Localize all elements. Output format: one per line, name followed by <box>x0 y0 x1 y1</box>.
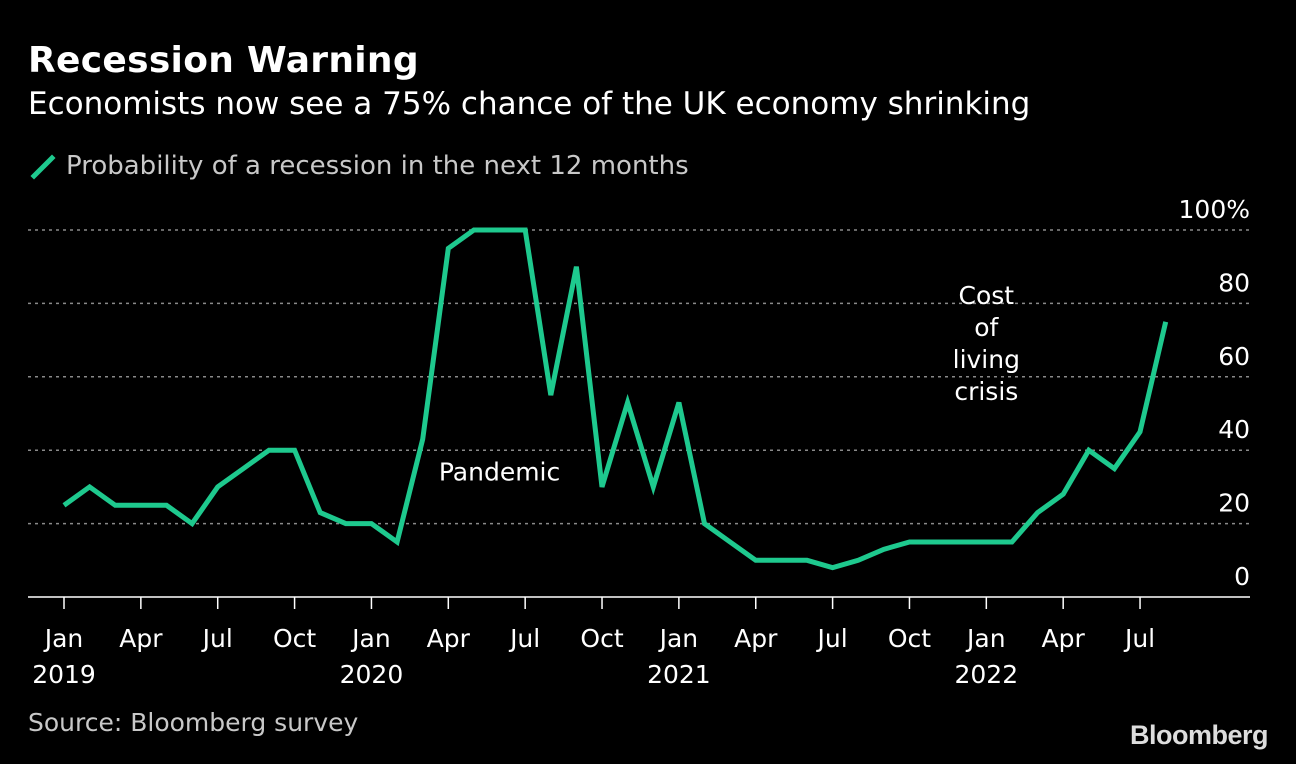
x-tick-label: Apr <box>734 624 778 653</box>
legend-swatch-icon <box>30 154 56 180</box>
x-tick-year-label: 2022 <box>955 660 1019 689</box>
y-tick-label: 0 <box>1234 562 1250 591</box>
x-tick-label: Apr <box>427 624 471 653</box>
x-tick-label: Jul <box>1123 624 1155 653</box>
y-tick-label: 20 <box>1218 489 1250 518</box>
y-tick-label: 60 <box>1218 342 1250 371</box>
x-tick-label: Jan <box>43 624 84 653</box>
x-tick-label: Oct <box>273 624 316 653</box>
series-line <box>62 227 1169 571</box>
x-tick-label: Jan <box>965 624 1006 653</box>
y-tick-label: 100% <box>1179 195 1250 224</box>
x-tick-label: Oct <box>888 624 931 653</box>
y-tick-label: 80 <box>1218 268 1250 297</box>
x-tick-label: Apr <box>1042 624 1086 653</box>
y-tick-label: 40 <box>1218 415 1250 444</box>
bloomberg-logo: Bloomberg <box>1129 720 1269 750</box>
legend: Probability of a recession in the next 1… <box>28 150 689 182</box>
chart-title: Recession Warning <box>28 40 419 81</box>
annotation-label: Cost of living crisis <box>953 281 1020 406</box>
x-tick-year-label: 2019 <box>32 660 96 689</box>
x-tick-label: Apr <box>119 624 163 653</box>
x-tick-label: Jul <box>201 624 233 653</box>
x-tick-label: Jan <box>658 624 699 653</box>
source-note: Source: Bloomberg survey <box>28 708 359 737</box>
x-tick-label: Jul <box>508 624 540 653</box>
x-tick-year-label: 2021 <box>647 660 711 689</box>
annotation-label: Pandemic <box>439 458 560 487</box>
x-tick-label: Jan <box>350 624 391 653</box>
x-tick-year-label: 2020 <box>340 660 404 689</box>
x-tick-label: Jul <box>816 624 848 653</box>
x-tick-label: Oct <box>580 624 623 653</box>
legend-label: Probability of a recession in the next 1… <box>66 151 689 181</box>
chart-subtitle: Economists now see a 75% chance of the U… <box>28 86 1031 122</box>
